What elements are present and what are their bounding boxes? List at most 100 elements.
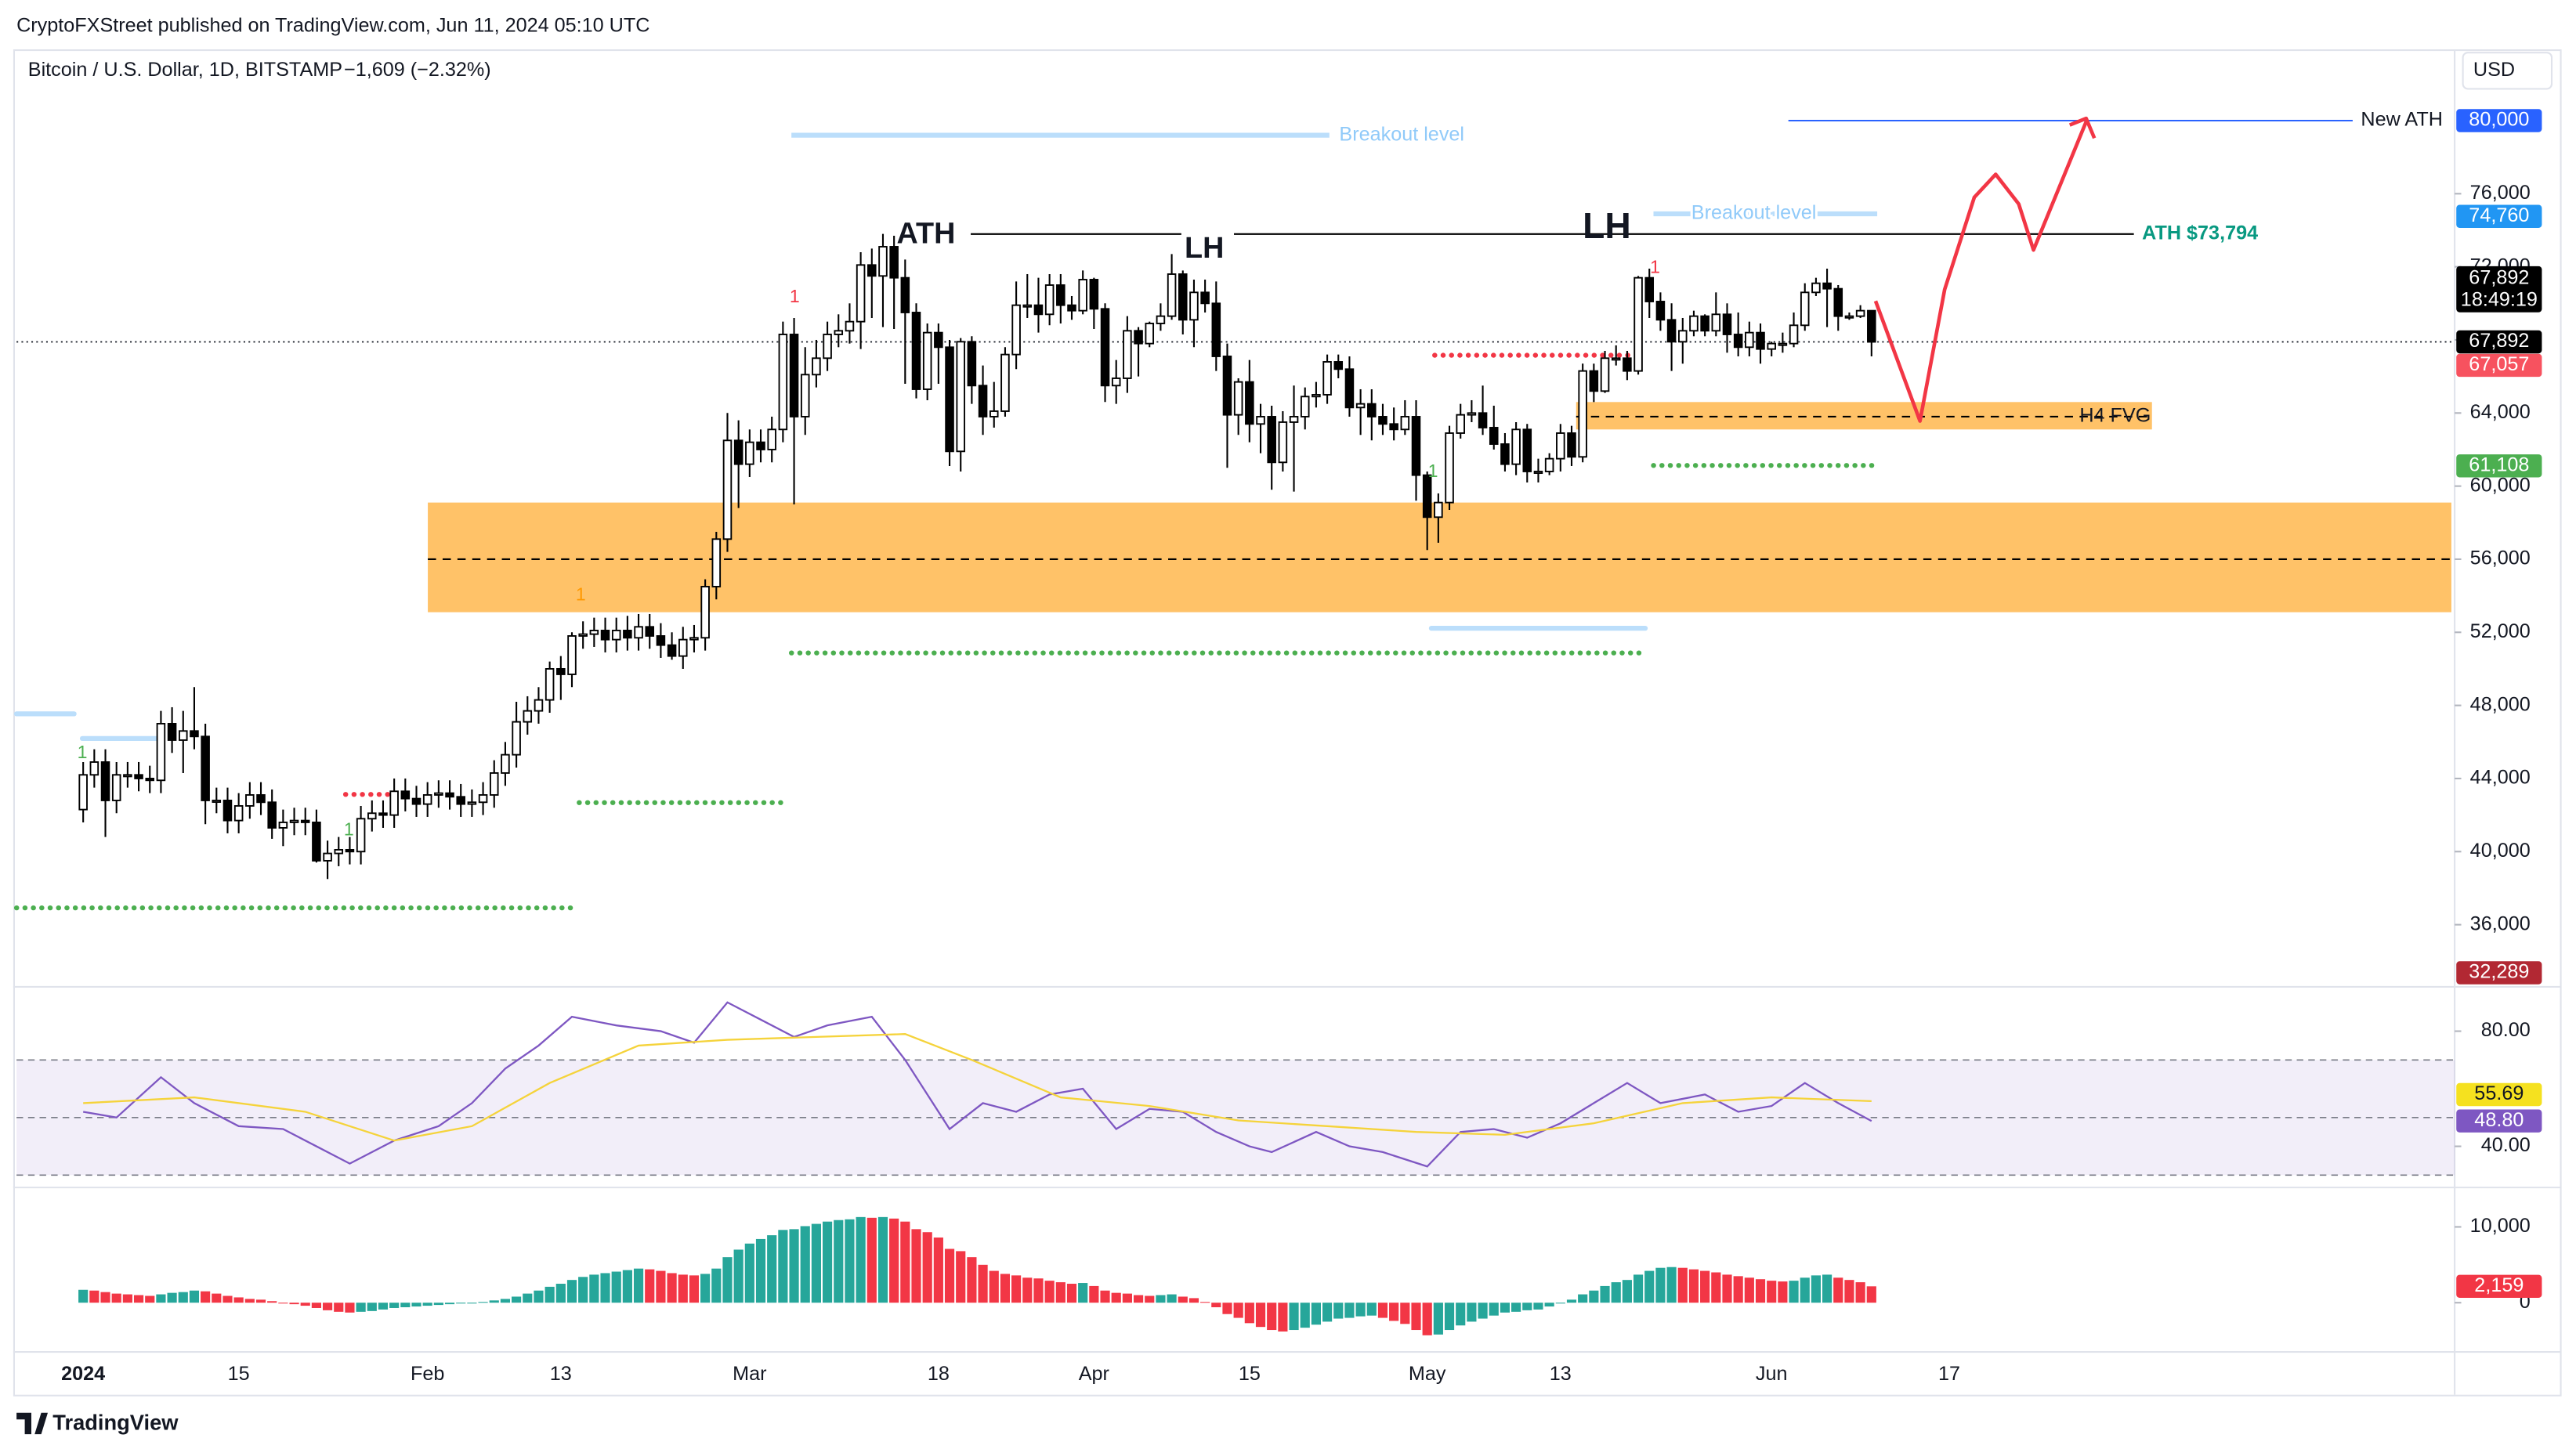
histogram-bar	[212, 1293, 222, 1303]
histogram-bar	[367, 1303, 377, 1311]
candle-body	[1211, 302, 1221, 357]
candle-body	[512, 721, 521, 756]
histogram-bar	[1078, 1283, 1088, 1303]
candle-body	[611, 630, 621, 641]
candle-body	[745, 441, 754, 465]
histogram-bar	[1167, 1294, 1177, 1303]
histogram-bar	[1456, 1303, 1466, 1326]
candle-body	[1011, 304, 1021, 356]
candle-body	[145, 778, 155, 782]
y-tick-label: 64,000	[2470, 401, 2531, 423]
histogram-bar	[311, 1303, 321, 1308]
histogram-bar	[1700, 1270, 1710, 1303]
x-tick-label: 2024	[61, 1363, 105, 1385]
rsi-line	[82, 1001, 1872, 1168]
histogram-bar	[1589, 1290, 1599, 1303]
candle-body	[323, 852, 332, 862]
candle-body	[1389, 423, 1398, 431]
histogram-bar	[1355, 1303, 1366, 1317]
zone-label: H4 FVG	[2079, 405, 2151, 427]
histogram-bar	[1822, 1274, 1833, 1303]
histogram-bar	[733, 1249, 743, 1303]
candle-body	[733, 439, 743, 465]
candle-body	[678, 638, 688, 657]
candle-body	[1689, 315, 1699, 332]
currency-label: USD	[2473, 59, 2515, 81]
histogram-bar	[1755, 1279, 1766, 1303]
histogram-bar	[244, 1299, 255, 1303]
symbol-change: −1,609 (−2.32%)	[344, 59, 491, 81]
peak-label: LH	[1185, 232, 1224, 265]
histogram-bar	[389, 1303, 400, 1308]
candle-body	[201, 735, 210, 801]
candle-body	[1344, 368, 1355, 409]
candle-body	[1511, 428, 1521, 465]
x-tick-label: 17	[1938, 1363, 1960, 1385]
price-badge	[2456, 961, 2542, 985]
histogram-bar	[523, 1293, 533, 1303]
candle-body	[623, 630, 632, 639]
histogram-bar	[1100, 1290, 1110, 1303]
candle-body	[1245, 381, 1254, 425]
histogram-bar	[223, 1295, 233, 1303]
candle-body	[922, 331, 932, 390]
candle-body	[989, 410, 999, 417]
candle-body	[467, 801, 477, 805]
histogram-bar	[356, 1303, 366, 1312]
histogram-bar	[1611, 1282, 1621, 1303]
candle-body	[967, 341, 977, 387]
currency-button[interactable]	[2462, 52, 2553, 90]
badge-label: 67,892	[2469, 266, 2529, 288]
candle-body	[1289, 416, 1299, 423]
histogram-bar	[444, 1303, 455, 1305]
candle-body	[689, 637, 699, 641]
candle-body	[834, 330, 844, 335]
candle-body	[501, 753, 510, 774]
candle-body	[1666, 319, 1677, 343]
candle-body	[1123, 330, 1132, 379]
histogram-bar	[1767, 1281, 1777, 1303]
peak-label: LH	[1583, 205, 1631, 246]
x-tick-label: Jun	[1756, 1363, 1788, 1385]
histogram-bar	[1522, 1303, 1532, 1310]
candle-body	[267, 801, 277, 829]
histogram-bar	[578, 1277, 588, 1303]
publisher-line: CryptoFXStreet published on TradingView.…	[16, 14, 649, 36]
candle-body	[422, 794, 432, 805]
candle-body	[1822, 282, 1832, 290]
histogram-bar	[111, 1293, 121, 1303]
histogram-bar	[722, 1257, 733, 1303]
candle-body	[1600, 357, 1610, 392]
histogram-bar	[822, 1221, 833, 1303]
histogram-bar	[1044, 1281, 1055, 1303]
histogram-bar	[811, 1223, 821, 1303]
candle-body	[845, 320, 855, 332]
candle-body	[1844, 315, 1854, 319]
histogram-bar	[900, 1221, 910, 1303]
candle-body	[1267, 416, 1276, 464]
candle-body	[1700, 315, 1709, 332]
y-tick-label: 44,000	[2470, 767, 2531, 789]
histogram-bar	[1655, 1267, 1666, 1303]
candle-body	[345, 848, 355, 853]
candle-body	[1711, 313, 1721, 332]
histogram-bar	[534, 1290, 544, 1303]
histogram-bar	[989, 1270, 999, 1303]
histogram-bar	[1267, 1303, 1277, 1331]
price-badge	[2456, 266, 2542, 313]
candle-body	[1322, 361, 1332, 396]
histogram-bar	[1089, 1285, 1099, 1303]
candle-body	[233, 804, 244, 822]
candle-body	[722, 439, 733, 540]
candle-body	[389, 790, 399, 816]
candle-body	[1833, 287, 1843, 317]
rsi-pane: 80.00 40.00 55.69 48.80	[16, 1001, 2542, 1176]
x-tick-label: 13	[550, 1363, 572, 1385]
histogram-bar	[1022, 1277, 1033, 1303]
candle-body	[534, 699, 544, 712]
histogram-bar	[1533, 1303, 1543, 1310]
candle-body	[800, 374, 810, 417]
zone	[1576, 402, 2152, 430]
candle-body	[1533, 471, 1543, 475]
